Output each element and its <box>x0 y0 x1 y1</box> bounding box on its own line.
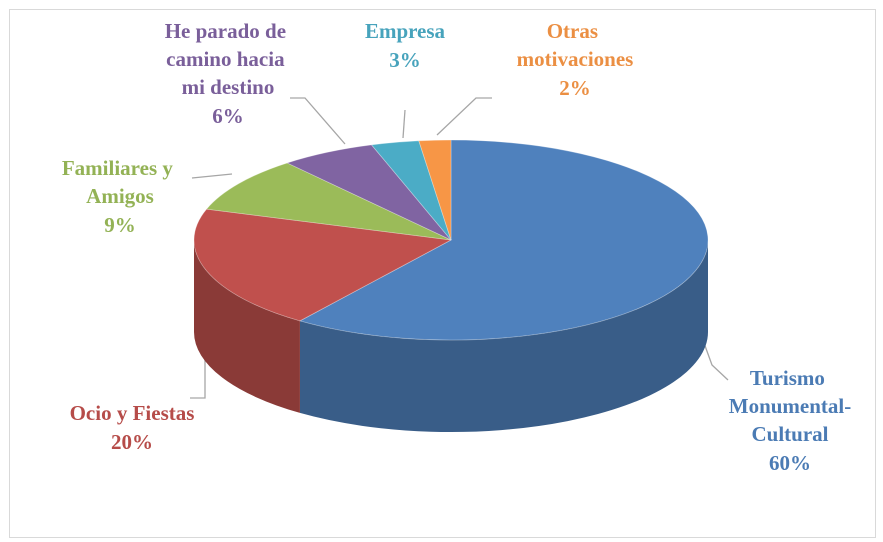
category-label: Empresa <box>365 19 446 43</box>
slice-side <box>299 240 708 432</box>
slice <box>370 140 452 241</box>
category-label: He parado de camino hacia mi destino <box>165 19 292 99</box>
slice-side <box>194 240 300 413</box>
slice <box>205 162 452 241</box>
slice-tops <box>193 139 709 341</box>
leader-line <box>436 97 492 136</box>
slice <box>286 144 452 241</box>
category-label: Ocio y Fiestas <box>70 401 195 425</box>
value-label: 3% <box>389 48 421 72</box>
leader-line <box>191 173 233 179</box>
slice-sides <box>194 240 708 432</box>
value-label: 60% <box>769 451 811 475</box>
value-label: 2% <box>559 76 591 100</box>
value-label: 9% <box>104 213 136 237</box>
slice <box>418 139 452 241</box>
slice <box>193 208 453 322</box>
leader-line <box>290 97 346 145</box>
category-label: Familiares y Amigos <box>62 156 178 208</box>
slice <box>298 139 709 341</box>
value-label: 20% <box>111 430 153 454</box>
value-label: 6% <box>212 104 244 128</box>
category-label: Otras motivaciones <box>517 19 634 71</box>
leader-line <box>402 109 406 139</box>
category-label: Turismo Monumental-Cultural <box>729 366 852 446</box>
